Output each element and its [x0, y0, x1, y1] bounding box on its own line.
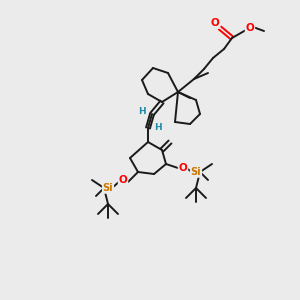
- Text: O: O: [178, 163, 188, 173]
- Text: O: O: [211, 18, 219, 28]
- Text: H: H: [154, 124, 162, 133]
- Text: H: H: [138, 107, 146, 116]
- Text: O: O: [246, 23, 254, 33]
- Text: O: O: [118, 175, 127, 185]
- Text: Si: Si: [103, 183, 113, 193]
- Text: Si: Si: [191, 167, 201, 177]
